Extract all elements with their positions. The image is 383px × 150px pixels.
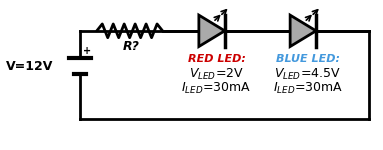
- Text: BLUE LED:: BLUE LED:: [276, 54, 340, 64]
- Text: $V_{LED}$=2V: $V_{LED}$=2V: [189, 67, 244, 82]
- Polygon shape: [290, 15, 316, 46]
- Text: $V_{LED}$=4.5V: $V_{LED}$=4.5V: [274, 67, 341, 82]
- Polygon shape: [199, 15, 225, 46]
- Text: $I_{LED}$=30mA: $I_{LED}$=30mA: [273, 81, 343, 96]
- Text: RED LED:: RED LED:: [188, 54, 246, 64]
- Text: +: +: [83, 46, 91, 56]
- Text: V=12V: V=12V: [5, 60, 53, 73]
- Text: R?: R?: [123, 40, 140, 53]
- Text: $I_{LED}$=30mA: $I_{LED}$=30mA: [182, 81, 252, 96]
